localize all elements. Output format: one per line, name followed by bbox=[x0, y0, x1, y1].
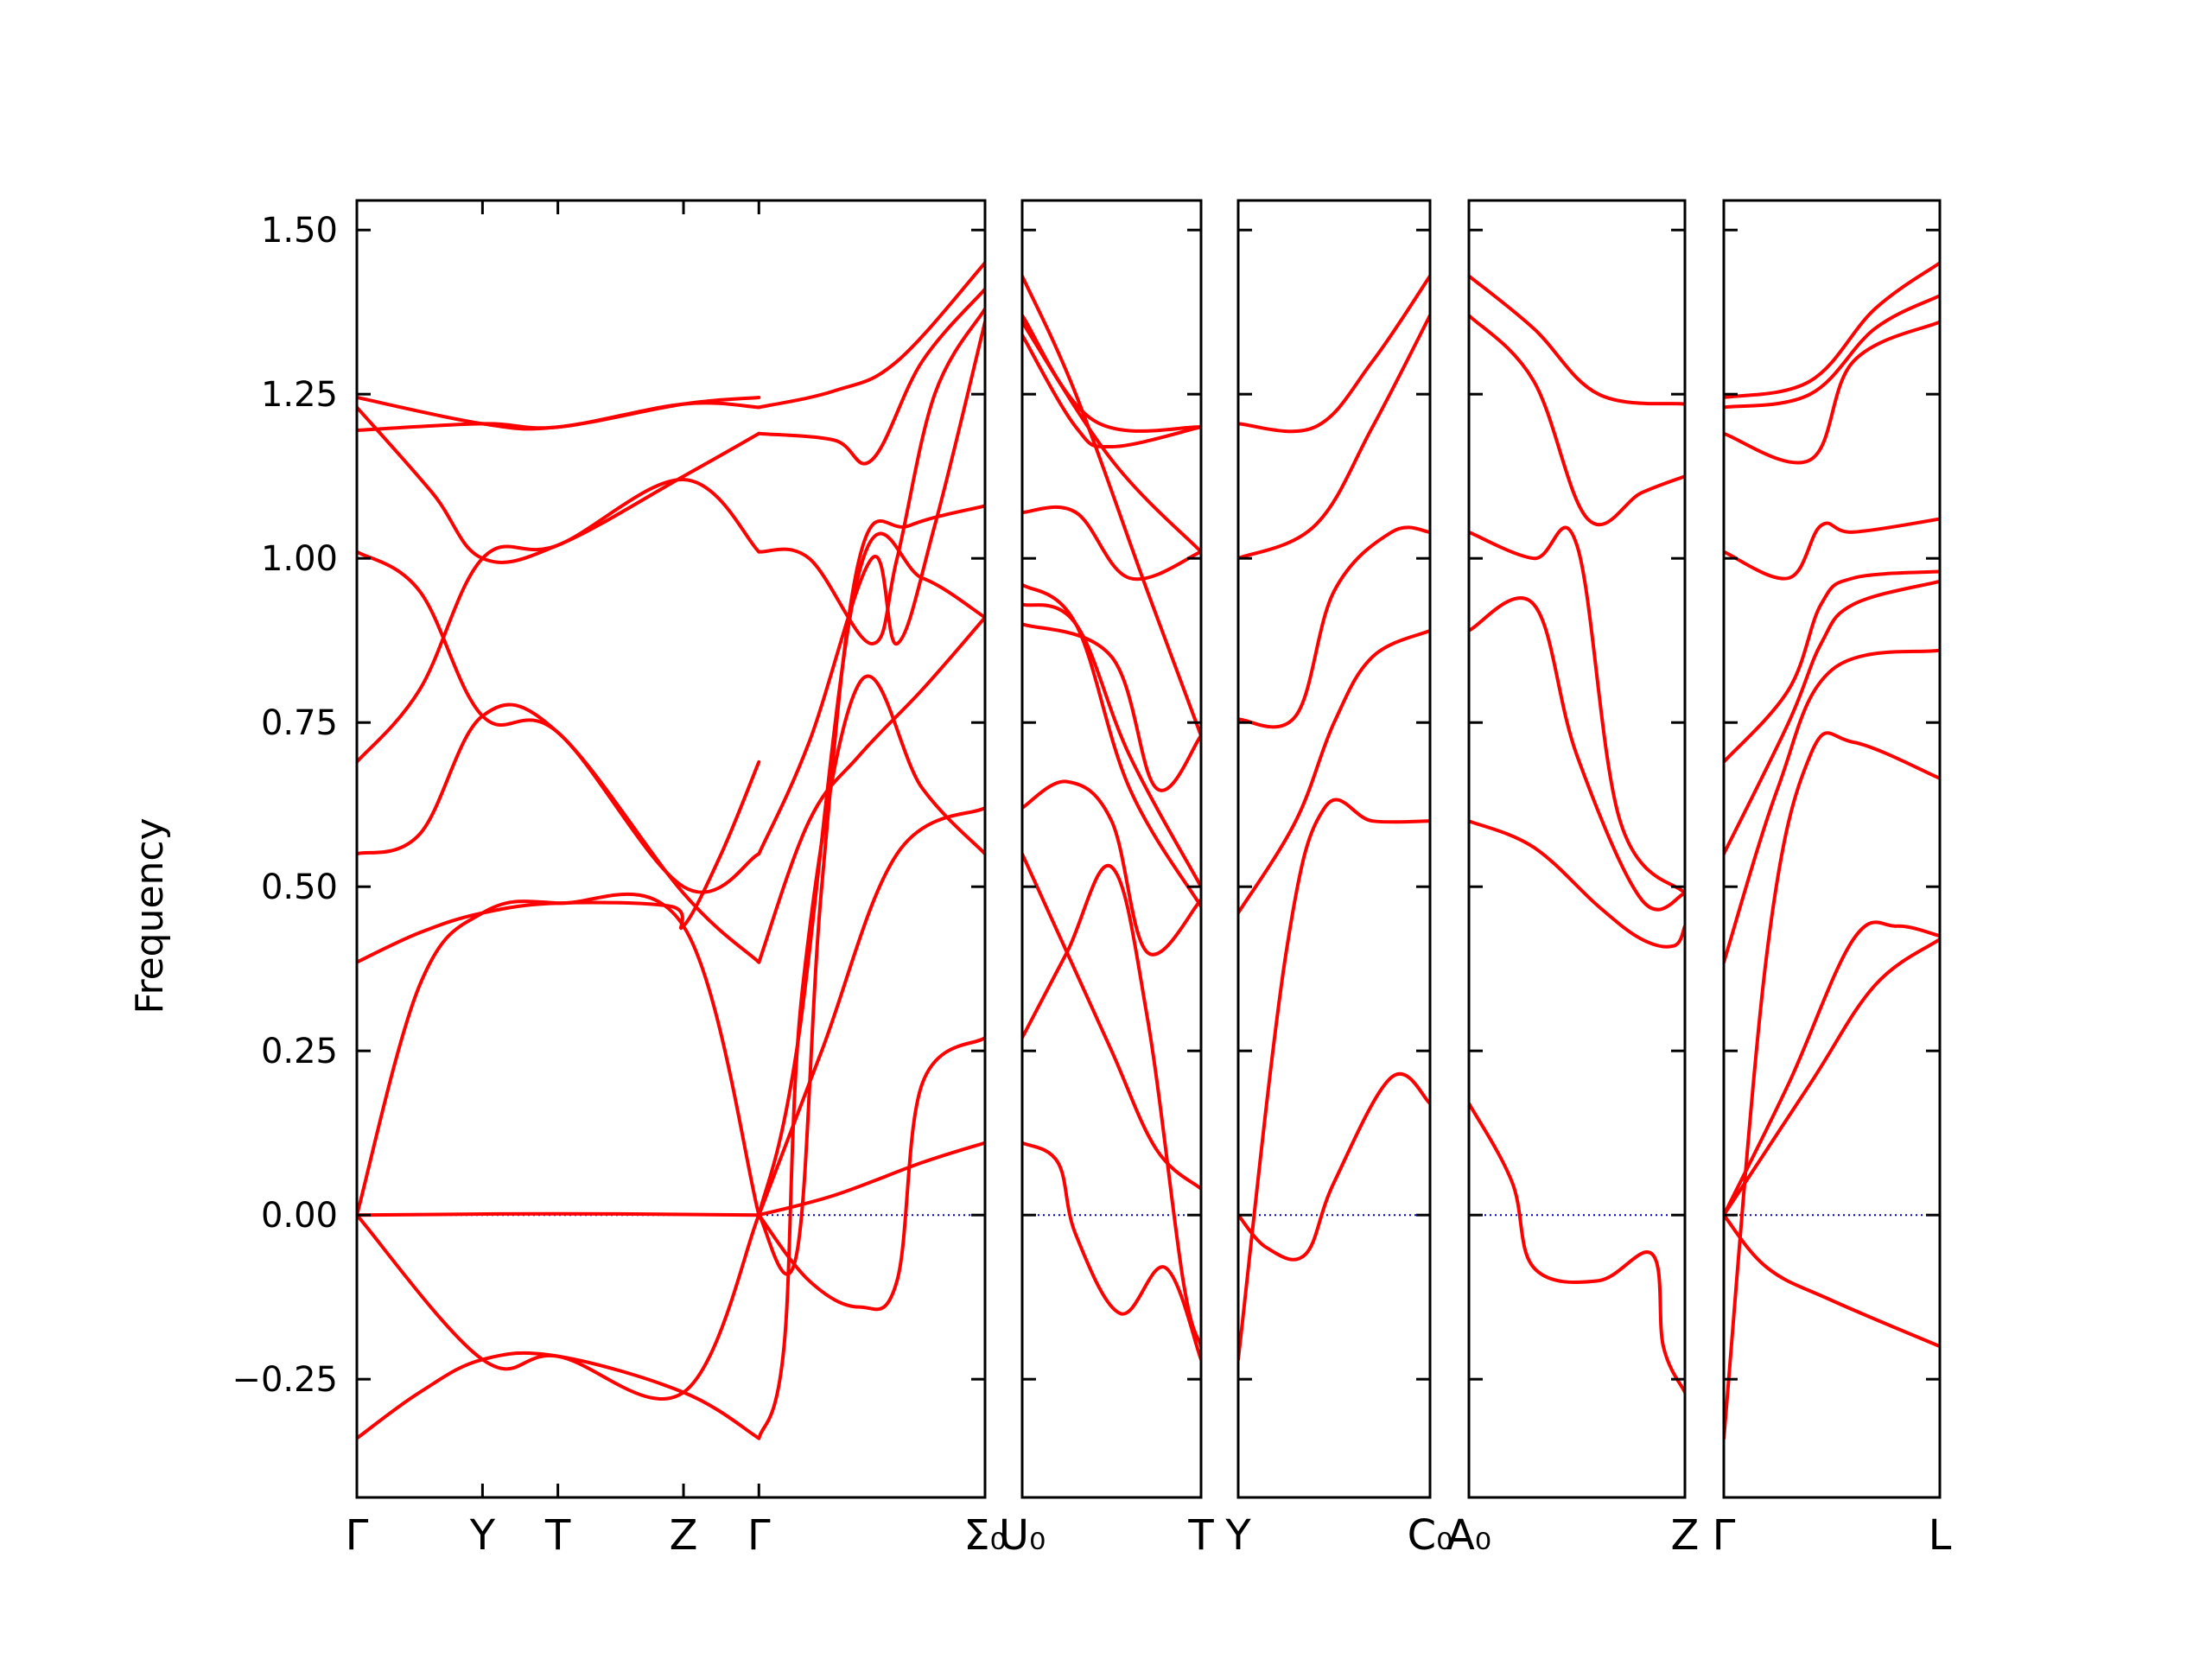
band-line-8 bbox=[1022, 505, 1201, 582]
band-line-14 bbox=[757, 674, 985, 1440]
band-line-9 bbox=[1724, 320, 1940, 465]
x-point-label: U₀ bbox=[999, 1511, 1046, 1560]
band-line-3 bbox=[1469, 596, 1685, 912]
y-tick-label: 1.00 bbox=[261, 539, 338, 579]
band-line-6 bbox=[1724, 579, 1940, 856]
band-line-5 bbox=[1469, 314, 1685, 527]
x-point-label: L bbox=[1929, 1511, 1952, 1560]
band-line-8 bbox=[1724, 517, 1940, 581]
band-line-5 bbox=[1724, 648, 1940, 964]
x-point-label: A₀ bbox=[1446, 1511, 1491, 1560]
band-line-18 bbox=[757, 615, 985, 964]
x-point-label: Z bbox=[670, 1511, 698, 1560]
band-line-9 bbox=[1022, 333, 1201, 449]
band-line-9 bbox=[357, 405, 761, 564]
x-point-label: Γ bbox=[747, 1511, 771, 1560]
band-line-12 bbox=[1022, 274, 1201, 738]
band-line-1 bbox=[1022, 1141, 1201, 1362]
y-tick-label: 1.50 bbox=[261, 211, 338, 251]
band-line-10 bbox=[1022, 314, 1201, 433]
band-line-5 bbox=[1238, 314, 1430, 561]
band-line-21 bbox=[757, 287, 985, 466]
x-point-label: Z bbox=[1671, 1511, 1700, 1560]
panel-plot-area bbox=[1724, 261, 1940, 1440]
band-line-17 bbox=[757, 806, 985, 1217]
band-line-6 bbox=[1022, 582, 1201, 908]
band-line-4 bbox=[357, 892, 761, 1217]
panel-frame bbox=[355, 199, 987, 1499]
panel-frame bbox=[1722, 199, 1942, 1499]
band-line-7 bbox=[1022, 602, 1201, 889]
y-tick-label: −0.25 bbox=[232, 1360, 338, 1400]
band-line-4 bbox=[1022, 779, 1201, 957]
x-point-label: Γ bbox=[346, 1511, 369, 1560]
band-line-6 bbox=[1238, 274, 1430, 434]
x-point-label: Y bbox=[469, 1511, 496, 1560]
band-line-4 bbox=[1469, 525, 1685, 895]
band-line-8 bbox=[357, 550, 761, 894]
panel-frame bbox=[1236, 199, 1432, 1499]
band-line-22 bbox=[757, 261, 985, 410]
x-point-label: Y bbox=[1224, 1511, 1251, 1560]
band-line-5 bbox=[357, 760, 761, 964]
band-line-6 bbox=[357, 702, 761, 964]
band-line-4 bbox=[1724, 938, 1940, 1217]
band-line-1 bbox=[1238, 1072, 1430, 1262]
panel-frame bbox=[1020, 199, 1203, 1499]
band-line-10 bbox=[1724, 294, 1940, 410]
band-line-13 bbox=[757, 1036, 985, 1312]
panel-3: Y C₀ bbox=[1224, 199, 1453, 1560]
band-line-20 bbox=[757, 307, 985, 645]
band-line-11 bbox=[1724, 261, 1940, 399]
y-tick-label: 0.00 bbox=[261, 1196, 338, 1236]
band-line-3 bbox=[357, 1211, 761, 1217]
panel-plot-area bbox=[1469, 274, 1685, 1395]
panels-group: −0.250.000.250.500.751.001.251.50Γ Y T Z Γ Σ₀… bbox=[232, 199, 1952, 1560]
band-line-4 bbox=[1238, 525, 1430, 729]
panel-frame bbox=[1467, 199, 1687, 1499]
band-line-15 bbox=[757, 504, 985, 1276]
panel-plot-area bbox=[357, 261, 985, 1440]
band-line-6 bbox=[1469, 274, 1685, 406]
y-axis-label: Frequency bbox=[128, 817, 172, 1014]
band-line-1 bbox=[1724, 1213, 1940, 1349]
panel-4: A₀ Z bbox=[1446, 199, 1700, 1560]
panel-2: U₀ T bbox=[999, 199, 1214, 1560]
band-line-11 bbox=[357, 396, 761, 431]
x-point-label: Γ bbox=[1713, 1511, 1736, 1560]
band-line-11 bbox=[1022, 320, 1201, 554]
band-line-19 bbox=[757, 320, 985, 856]
band-line-3 bbox=[1238, 628, 1430, 915]
band-line-7 bbox=[1724, 569, 1940, 764]
y-tick-label: 0.50 bbox=[261, 868, 338, 907]
band-line-5 bbox=[1022, 622, 1201, 792]
panel-1: −0.250.000.250.500.751.001.251.50Γ Y T Z Γ Σ₀ bbox=[232, 199, 1007, 1560]
x-point-label: T bbox=[1187, 1511, 1214, 1560]
y-tick-label: 0.75 bbox=[261, 703, 338, 743]
panel-plot-area bbox=[1238, 274, 1430, 1362]
y-tick-label: 0.25 bbox=[261, 1032, 338, 1071]
band-line-2 bbox=[1724, 731, 1940, 1440]
band-line-3 bbox=[1022, 852, 1201, 1191]
x-point-label: Σ₀ bbox=[963, 1511, 1007, 1560]
panel-plot-area bbox=[1022, 274, 1201, 1362]
band-line-2 bbox=[357, 1213, 761, 1401]
band-line-3 bbox=[1724, 920, 1940, 1217]
band-line-1 bbox=[1469, 1102, 1685, 1395]
x-point-label: C₀ bbox=[1408, 1511, 1453, 1560]
band-line-7 bbox=[357, 477, 761, 764]
band-line-2 bbox=[1469, 819, 1685, 949]
y-tick-label: 1.25 bbox=[261, 375, 338, 415]
band-line-2 bbox=[1238, 798, 1430, 1362]
x-point-label: T bbox=[544, 1511, 571, 1560]
band-line-1 bbox=[357, 1351, 761, 1440]
